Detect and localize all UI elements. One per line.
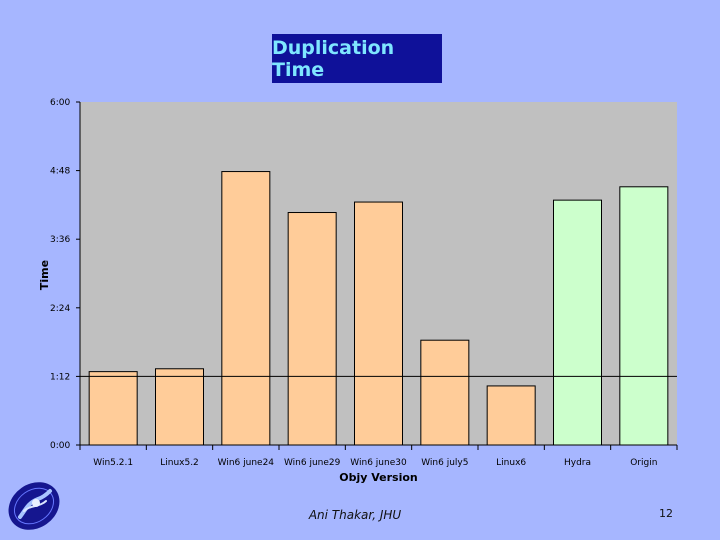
y-tick-label: 2:24: [50, 304, 70, 314]
x-tick-label: Win6 june30: [350, 458, 407, 468]
x-axis-title: Objy Version: [339, 471, 418, 484]
x-tick-label: Win5.2.1: [93, 458, 133, 468]
x-tick-label: Linux6: [496, 458, 526, 468]
bar-linux5-2: [155, 368, 204, 446]
y-tick-label: 3:36: [50, 235, 70, 245]
page-number: 12: [659, 507, 673, 520]
y-tick-label: 4:48: [50, 167, 70, 177]
sdss-galaxy-logo-icon: [8, 482, 60, 530]
y-tick-label: 6:00: [50, 98, 70, 108]
bar-win6-june29: [287, 212, 337, 446]
chart-title: Duplication Time: [272, 34, 442, 83]
x-tick-label: Win6 june24: [218, 458, 275, 468]
bar-linux6: [486, 385, 536, 446]
y-tick-label: 0:00: [50, 441, 70, 451]
x-tick-label: Win6 july5: [421, 458, 468, 468]
bar-win5-2-1: [88, 371, 138, 446]
x-tick-label: Hydra: [564, 458, 591, 468]
bar-win6-june24: [221, 171, 271, 446]
y-axis-title: Time: [38, 260, 51, 290]
y-tick-label: 1:12: [50, 372, 70, 382]
x-tick-label: Win6 june29: [284, 458, 341, 468]
footer-author: Ani Thakar, JHU: [308, 508, 402, 522]
x-tick-label: Origin: [630, 458, 657, 468]
bar-origin: [619, 186, 669, 446]
bar-win6-june30: [354, 201, 403, 446]
x-tick-label: Linux5.2: [160, 458, 199, 468]
bar-hydra: [553, 199, 602, 446]
bar-win6-july5: [420, 339, 470, 446]
